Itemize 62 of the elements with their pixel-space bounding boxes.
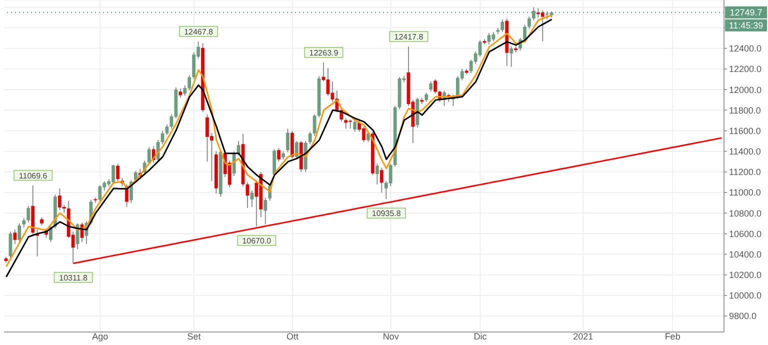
candlestick: [510, 46, 514, 68]
x-tick-label: Nov: [382, 331, 400, 342]
candlestick: [13, 229, 17, 244]
candlestick: [388, 163, 392, 187]
candlestick: [308, 131, 312, 145]
y-tick-label: 11800.0: [729, 105, 761, 116]
candlestick: [22, 218, 26, 228]
candlestick: [434, 78, 438, 94]
annotation: 12467.8: [184, 27, 214, 36]
candlestick: [375, 163, 379, 185]
line-series: [72, 137, 723, 264]
candlestick: [250, 190, 254, 208]
candlestick: [116, 163, 120, 182]
candlestick: [277, 148, 280, 162]
y-tick-label: 10200.0: [729, 270, 762, 280]
annotation: 10311.8: [59, 273, 88, 282]
annotation: 10935.8: [372, 209, 402, 218]
candlestick: [540, 10, 544, 42]
candlestick: [286, 128, 290, 153]
candlestick: [380, 167, 384, 194]
x-tick-label: Set: [187, 331, 202, 342]
annotation: 11069.6: [18, 171, 48, 180]
y-tick-label: 11000.0: [729, 188, 761, 198]
candlestick: [178, 88, 182, 98]
x-tick-label: Dic: [474, 331, 488, 342]
candlestick: [344, 118, 348, 130]
y-tick-label: 12200.0: [729, 64, 762, 74]
annotation: 10670.0: [242, 236, 272, 246]
text: 11:45:39: [728, 20, 764, 30]
y-tick-label: 11600.0: [729, 126, 761, 136]
candlestick: [429, 80, 433, 92]
candlestick: [487, 32, 491, 45]
candlestick: [500, 19, 504, 32]
x-tick-label: Ago: [92, 331, 108, 342]
y-tick-label: 10400.0: [729, 249, 762, 260]
y-tick-label: 11200.0: [729, 167, 761, 178]
candlestick: [232, 150, 236, 177]
candlestick: [312, 114, 316, 136]
annotation: 12417.8: [394, 32, 424, 42]
y-tick-label: 10800.0: [729, 208, 762, 218]
candlestick: [528, 16, 531, 30]
candlestick: [424, 92, 428, 102]
y-tick-label: 9800.0: [729, 311, 757, 322]
annotation: 12263.9: [309, 48, 339, 58]
candlestick: [532, 6, 536, 22]
x-tick-label: Ott: [286, 331, 299, 342]
x-tick-label: Feb: [664, 331, 680, 342]
x-tick-label: 2021: [573, 331, 594, 342]
ref-line-label: 12749.7: [730, 7, 762, 18]
candlestick: [98, 184, 102, 202]
y-tick-label: 12000.0: [729, 84, 762, 95]
candlestick: [353, 120, 357, 132]
y-tick-label: 11400.0: [729, 146, 761, 157]
y-tick-label: 10600.0: [729, 228, 762, 239]
candlestick: [290, 130, 294, 160]
candlestick: [165, 124, 169, 136]
candlestick: [264, 197, 268, 225]
y-tick-label: 12400.0: [729, 44, 762, 54]
candlestick: [26, 205, 30, 223]
candlestick: [18, 222, 22, 242]
candlestick: [147, 146, 151, 166]
y-tick-label: 10000.0: [729, 290, 762, 301]
